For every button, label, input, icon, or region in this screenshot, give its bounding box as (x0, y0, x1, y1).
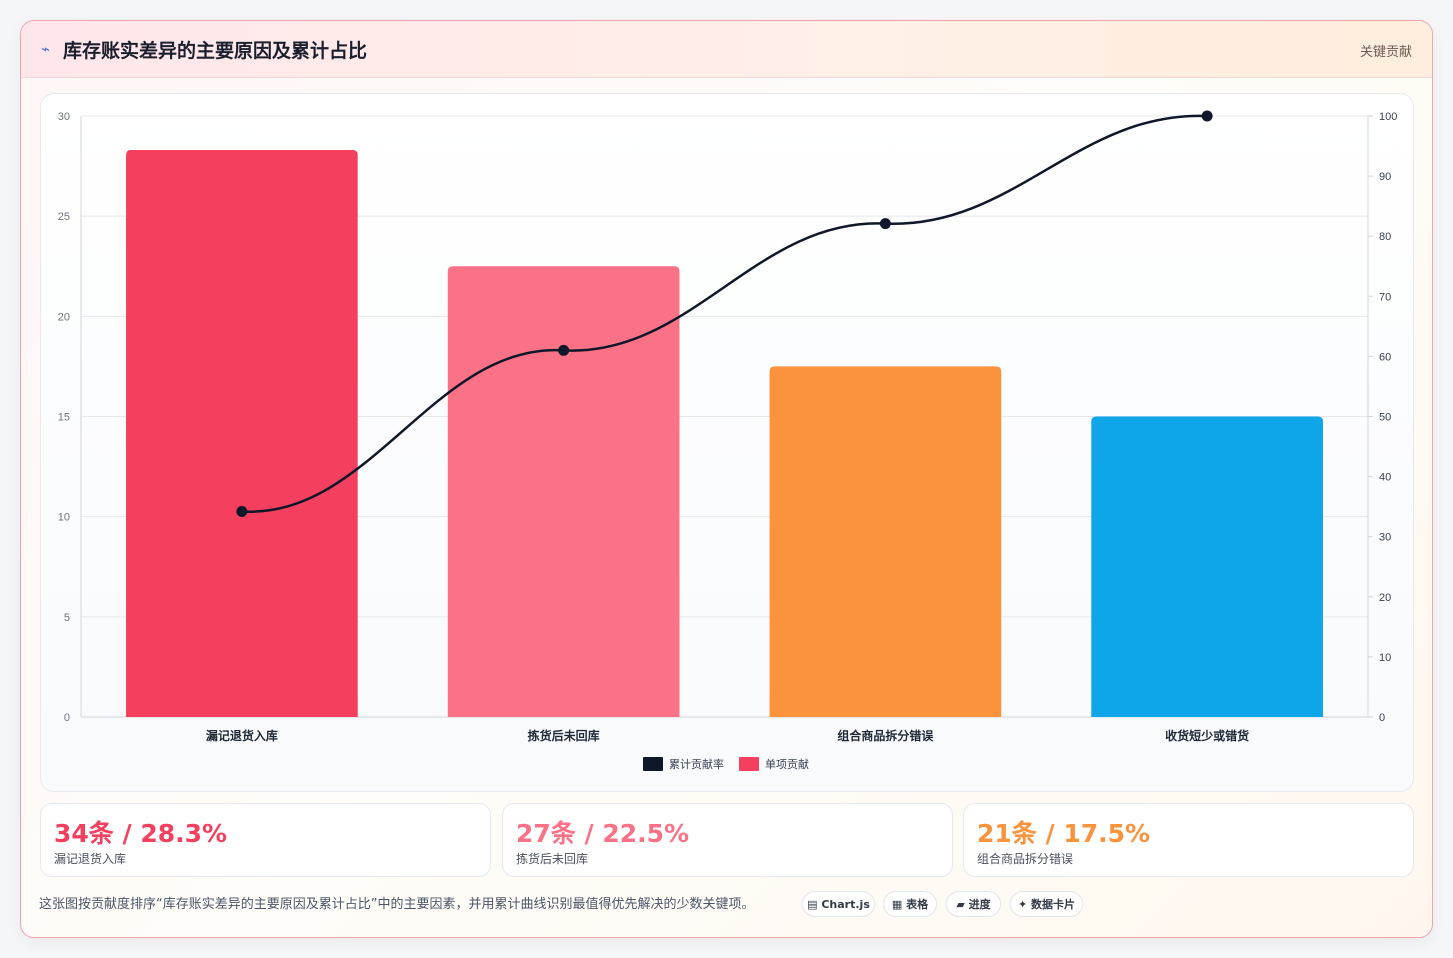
legend-label-2: 单项贡献 (765, 757, 809, 771)
pill-label: 进度 (968, 898, 991, 911)
y2-tick-label: 10 (1379, 652, 1391, 664)
stat-label: 拣货后未回库 (516, 852, 589, 866)
line-point-4 (1201, 110, 1213, 122)
y-tick-label: 0 (64, 712, 70, 724)
progress-icon: ▰ (956, 898, 965, 911)
bar-4 (1091, 416, 1323, 717)
report-card: ⌁ 库存账实差异的主要原因及累计占比 关键贡献 0 5 10 15 20 25 30 0 10 2… (20, 20, 1433, 938)
y2-tick-label: 40 (1379, 472, 1391, 484)
stat-label: 组合商品拆分错误 (977, 852, 1074, 866)
x-tick-label: 漏记退货入库 (206, 728, 278, 743)
stat-label: 漏记退货入库 (54, 852, 127, 866)
y-tick-label: 15 (58, 412, 70, 424)
y-tick-label: 20 (58, 311, 70, 323)
x-tick-label: 拣货后未回库 (528, 728, 600, 743)
pill-chartjs[interactable]: ▤ Chart.js (802, 891, 875, 917)
footer-note: 这张图按贡献度排序“库存账实差异的主要原因及累计占比”中的主要因素，并用累计曲线… (39, 897, 755, 912)
y2-tick-label: 30 (1379, 532, 1391, 544)
y-tick-label: 25 (58, 211, 70, 223)
spark-icon: ⌁ (41, 40, 51, 58)
legend-label-1: 累计贡献率 (669, 757, 724, 771)
chart-icon: ▤ (807, 898, 818, 911)
y-tick-label: 5 (64, 612, 70, 624)
x-tick-label: 组合商品拆分错误 (837, 728, 934, 743)
bar-3 (769, 366, 1002, 717)
y2-tick-label: 90 (1379, 171, 1391, 183)
bar-1 (126, 150, 358, 718)
y2-tick-label: 100 (1379, 111, 1397, 123)
line-point-1 (236, 505, 248, 517)
legend-swatch-1 (643, 757, 663, 771)
stat-value: 21条 / 17.5% (977, 819, 1151, 848)
pareto-chart: 0 5 10 15 20 25 30 0 10 20 30 40 50 60 70 80 90 100 漏记退货入库… (58, 110, 1397, 771)
y2-tick-label: 60 (1379, 351, 1391, 363)
pill-label: 表格 (906, 898, 929, 911)
stat-card-1: 34条 / 28.3% 漏记退货入库 (40, 803, 491, 877)
y2-tick-label: 50 (1379, 412, 1391, 424)
y2-tick-label: 0 (1379, 712, 1385, 724)
pill-label: 数据卡片 (1031, 898, 1076, 911)
pill-label: Chart.js (821, 898, 870, 911)
cumulative-line (241, 114, 1208, 513)
stat-card-3: 21条 / 17.5% 组合商品拆分错误 (963, 803, 1414, 877)
pill-progress[interactable]: ▰ 进度 (946, 891, 1001, 917)
stat-card-2: 27条 / 22.5% 拣货后未回库 (502, 803, 953, 877)
pill-data-card[interactable]: ✦ 数据卡片 (1010, 891, 1083, 917)
x-tick-label: 收货短少或错货 (1165, 728, 1249, 743)
stat-value: 34条 / 28.3% (54, 819, 228, 848)
page-title: 库存账实差异的主要原因及累计占比 (63, 40, 368, 62)
y-tick-label: 30 (58, 111, 70, 123)
table-icon: ▦ (891, 898, 903, 911)
y2-tick-label: 20 (1379, 592, 1391, 604)
bar-2 (447, 266, 680, 717)
sparkle-icon: ✦ (1017, 898, 1028, 911)
stat-value: 27条 / 22.5% (516, 819, 690, 848)
pill-table[interactable]: ▦ 表格 (883, 891, 937, 917)
line-point-2 (558, 344, 570, 356)
chart-panel: 0 5 10 15 20 25 30 0 10 20 30 40 50 60 70 80 90 100 漏记退货入库… (40, 93, 1414, 792)
y2-tick-label: 70 (1379, 291, 1391, 303)
legend-swatch-2 (739, 757, 759, 771)
y-tick-label: 10 (58, 512, 70, 524)
y2-tick-label: 80 (1379, 231, 1391, 243)
line-point-3 (879, 218, 891, 230)
header-tag: 关键贡献 (1359, 45, 1412, 60)
card-header: ⌁ 库存账实差异的主要原因及累计占比 关键贡献 (21, 21, 1432, 78)
